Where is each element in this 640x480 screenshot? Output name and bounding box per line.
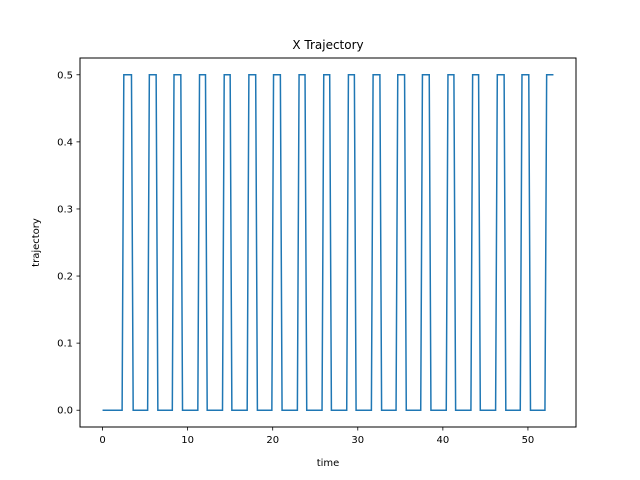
- x-tick-label: 40: [436, 435, 449, 446]
- chart-title: X Trajectory: [292, 38, 363, 52]
- x-axis-label: time: [317, 458, 340, 469]
- x-tick-label: 20: [266, 435, 279, 446]
- series-line: [102, 74, 554, 411]
- axes-frame: [79, 57, 577, 428]
- y-tick-label: 0.5: [57, 70, 73, 81]
- x-tick-label: 0: [99, 435, 105, 446]
- y-tick-label: 0.3: [57, 204, 73, 215]
- y-axis-label: trajectory: [31, 218, 42, 267]
- x-tick-label: 50: [522, 435, 535, 446]
- y-tick-label: 0.1: [57, 339, 73, 350]
- y-tick-label: 0.0: [57, 406, 73, 417]
- x-tick-label: 10: [181, 435, 194, 446]
- x-tick-label: 30: [351, 435, 364, 446]
- y-tick-label: 0.4: [57, 137, 73, 148]
- y-tick-label: 0.2: [57, 272, 73, 283]
- plot-area: [102, 74, 554, 411]
